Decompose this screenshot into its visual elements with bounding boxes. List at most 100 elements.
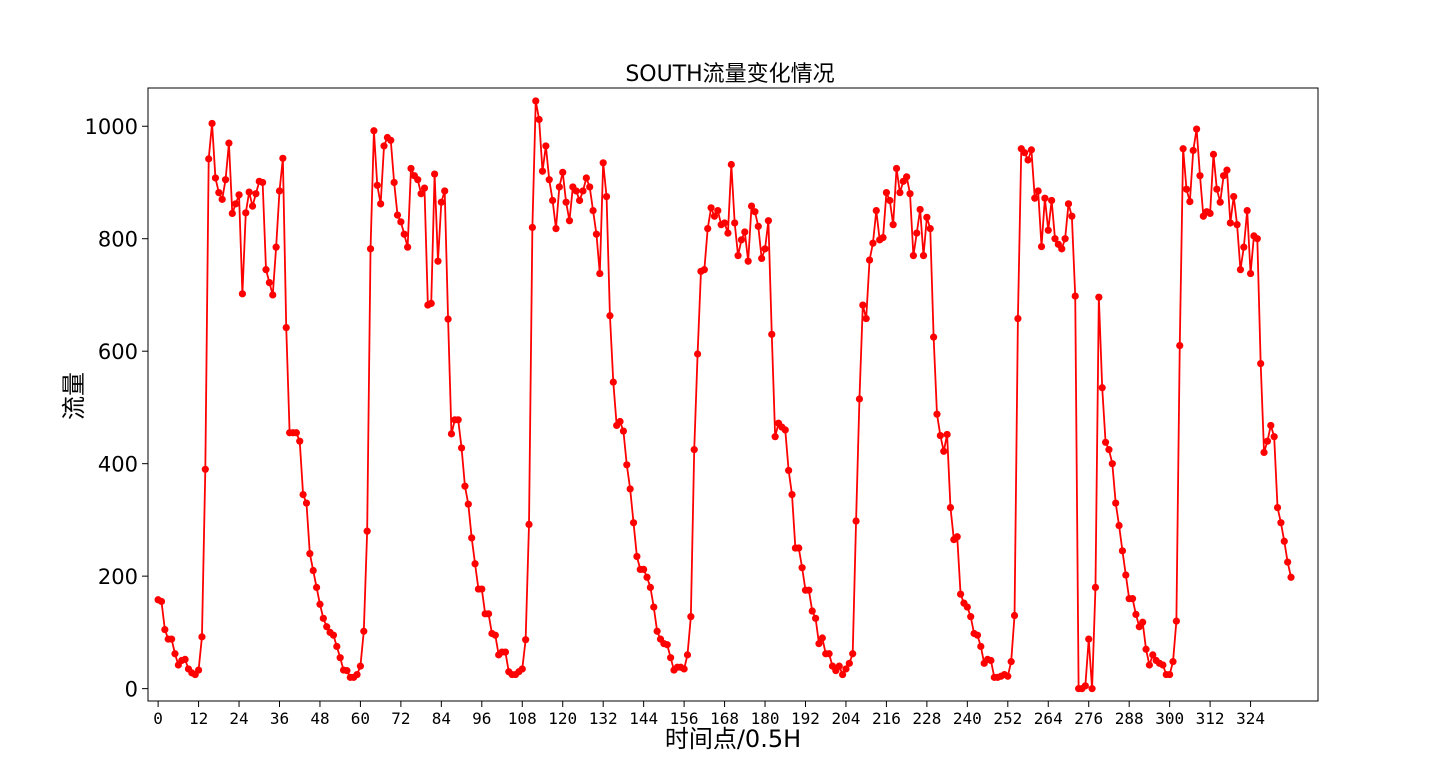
data-point — [737, 236, 746, 244]
data-point — [356, 662, 365, 670]
y-tick-label: 400 — [98, 453, 138, 477]
data-point — [532, 97, 540, 105]
data-point — [933, 410, 941, 418]
data-point — [225, 139, 233, 147]
data-point — [734, 251, 742, 260]
data-point — [245, 188, 253, 196]
x-tick-label: 156 — [670, 709, 699, 728]
data-point — [575, 196, 584, 205]
data-point — [457, 444, 466, 452]
data-point — [181, 655, 189, 663]
data-point — [785, 466, 793, 475]
data-point — [1007, 658, 1015, 666]
data-point — [1145, 661, 1154, 669]
data-point — [1041, 194, 1049, 202]
data-point — [404, 243, 412, 251]
data-point — [754, 222, 762, 230]
data-point — [1058, 245, 1066, 253]
data-point — [1068, 212, 1076, 220]
data-point — [751, 208, 759, 216]
data-point — [855, 395, 864, 403]
data-point — [619, 427, 628, 435]
data-point — [768, 330, 776, 338]
data-point — [1081, 682, 1089, 690]
y-tick-label: 0 — [125, 678, 138, 702]
data-point — [171, 650, 179, 658]
data-point — [1021, 149, 1029, 157]
data-point — [1142, 645, 1150, 653]
y-tick-label: 200 — [98, 565, 138, 589]
data-point — [1179, 145, 1187, 153]
x-tick-label: 180 — [751, 709, 780, 728]
data-point — [329, 631, 338, 639]
data-point — [491, 631, 499, 639]
data-point — [414, 176, 422, 184]
data-point — [168, 635, 176, 643]
data-point — [727, 160, 735, 169]
data-point — [370, 127, 378, 135]
data-point — [812, 614, 820, 622]
data-point — [926, 224, 934, 233]
data-point — [916, 205, 924, 214]
data-point — [269, 291, 277, 299]
data-point — [771, 433, 779, 441]
data-point — [849, 650, 857, 658]
data-point — [808, 607, 816, 615]
data-point — [572, 187, 580, 195]
data-point — [528, 223, 536, 232]
data-point — [1236, 266, 1245, 274]
data-point — [377, 200, 385, 208]
data-point — [1277, 519, 1285, 527]
data-point — [643, 573, 651, 581]
y-tick-label: 600 — [98, 340, 138, 364]
data-point — [579, 187, 587, 195]
data-point — [987, 656, 995, 665]
data-point — [1034, 187, 1042, 195]
data-point — [393, 211, 402, 219]
x-tick-label: 48 — [310, 709, 329, 728]
data-point — [157, 597, 166, 606]
x-tick-label: 120 — [548, 709, 577, 728]
x-tick-label: 300 — [1155, 709, 1184, 728]
data-point — [272, 243, 280, 251]
data-point — [862, 314, 870, 323]
data-point — [208, 119, 216, 128]
data-point — [380, 142, 388, 150]
data-point — [562, 198, 570, 206]
data-point — [265, 278, 273, 287]
data-point — [319, 614, 327, 622]
data-point — [444, 315, 452, 323]
x-tick-label: 96 — [472, 709, 491, 728]
data-point — [1243, 207, 1251, 215]
data-point — [471, 560, 479, 568]
x-tick-label: 24 — [229, 709, 248, 728]
data-point — [447, 430, 456, 438]
data-point — [1122, 571, 1130, 579]
x-tick-label: 276 — [1074, 709, 1103, 728]
data-point — [262, 266, 270, 274]
data-point — [1085, 635, 1093, 643]
data-point — [606, 312, 614, 320]
data-point — [252, 190, 260, 198]
data-point — [741, 228, 749, 236]
x-tick-label: 324 — [1236, 709, 1265, 728]
data-point — [1044, 226, 1052, 234]
data-point — [936, 431, 944, 440]
data-point — [1273, 503, 1282, 512]
data-point — [1159, 661, 1167, 669]
data-point — [731, 219, 739, 227]
data-point — [1101, 438, 1110, 446]
data-point — [1088, 685, 1096, 693]
data-point — [1209, 150, 1218, 158]
data-point — [390, 178, 398, 187]
data-point — [1024, 156, 1032, 164]
data-point — [646, 583, 654, 591]
data-point — [1037, 242, 1046, 251]
data-point — [420, 184, 429, 192]
plot-area-frame — [147, 87, 1319, 702]
data-point — [1284, 558, 1292, 566]
data-point — [640, 565, 648, 574]
data-point — [1219, 172, 1228, 180]
data-point — [879, 233, 887, 242]
y-tick-label: 1000 — [85, 115, 138, 139]
